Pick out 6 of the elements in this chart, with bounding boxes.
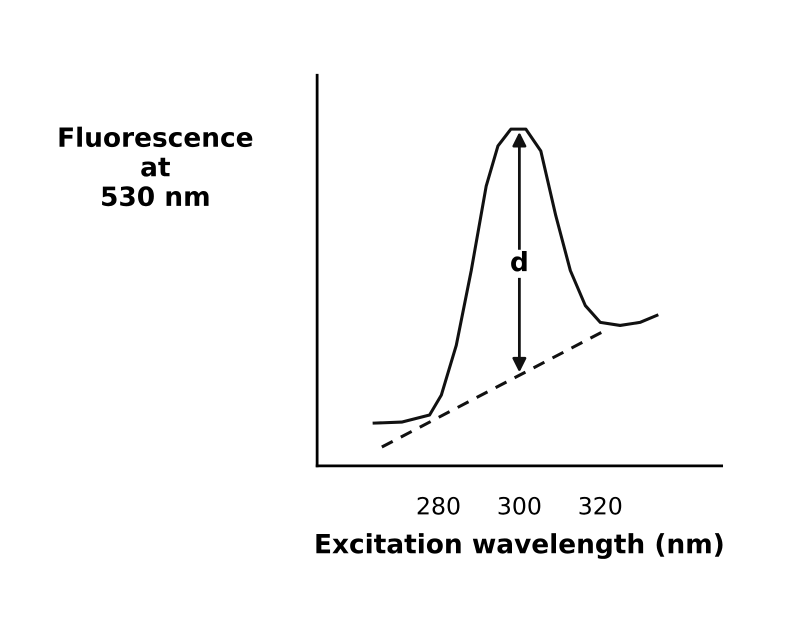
annotation: d <box>511 251 527 272</box>
y-axis-title: Fluorescence at 530 nm <box>60 126 252 206</box>
x-tick-label: 280 <box>418 496 460 515</box>
x-tick-label: 320 <box>580 496 622 515</box>
x-axis-title: Excitation wavelength (nm) <box>316 533 723 559</box>
x-tick-label: 300 <box>498 496 540 515</box>
